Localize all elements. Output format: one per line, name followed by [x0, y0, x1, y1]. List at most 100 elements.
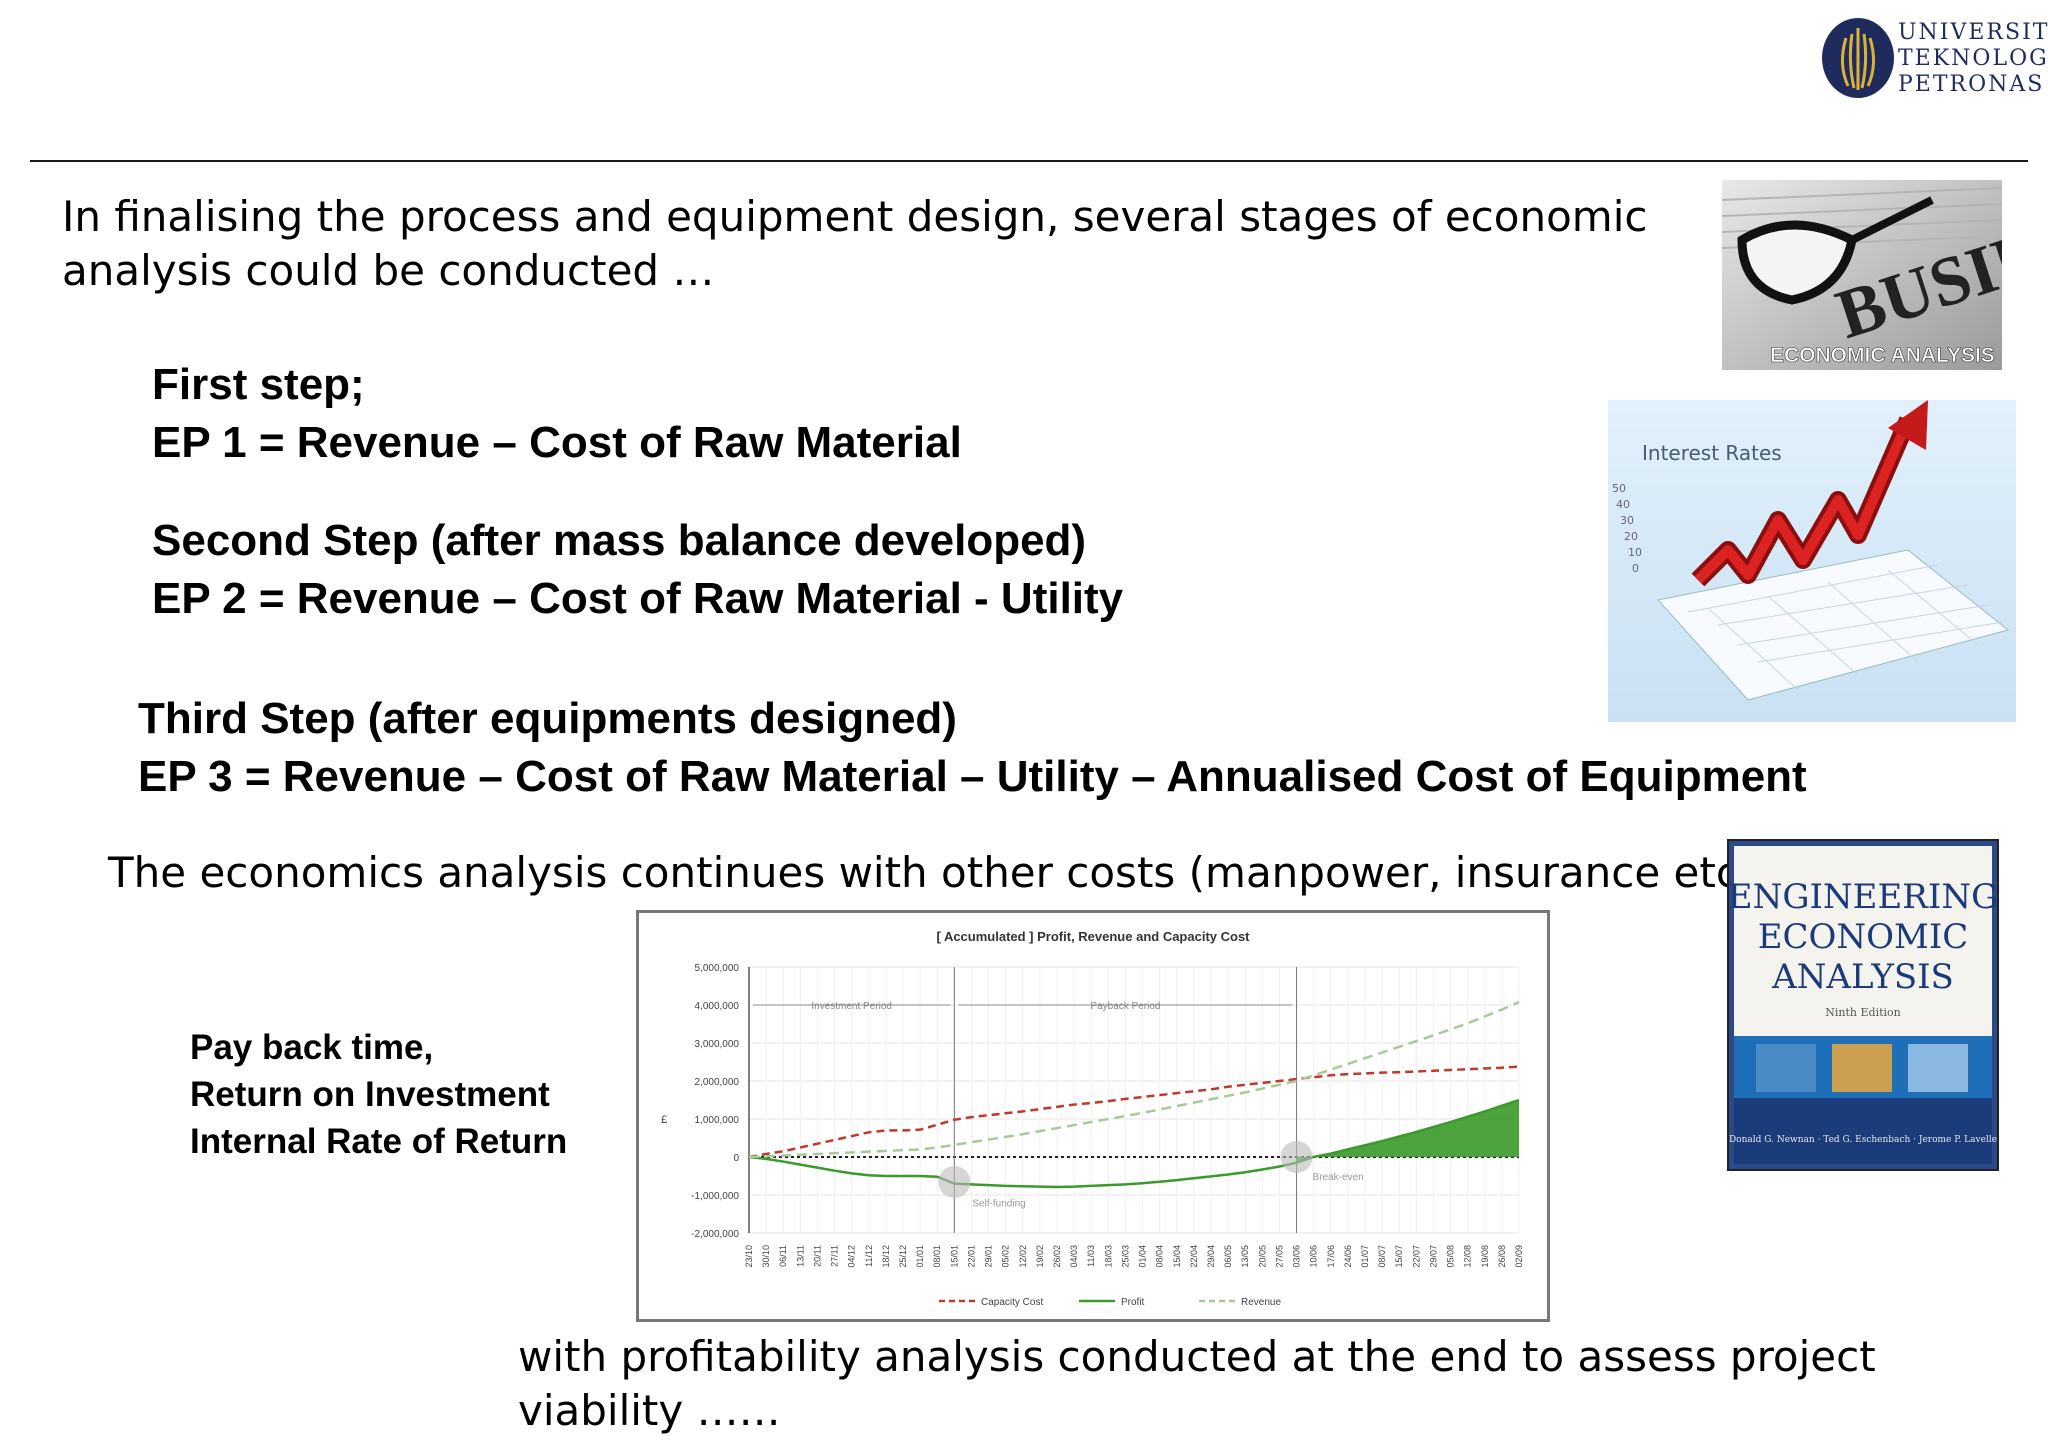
y-tick-label: 2,000,000 [695, 1077, 740, 1088]
y-axis-label: £ [661, 1114, 667, 1126]
tick-label: 0 [1632, 562, 1639, 575]
step-1: First step; EP 1 = Revenue – Cost of Raw… [152, 356, 962, 472]
x-tick-label: 06/11 [778, 1245, 788, 1267]
book-title-line: ENGINEERING [1728, 877, 1999, 917]
step-2: Second Step (after mass balance develope… [152, 512, 1123, 628]
y-tick-label: 0 [733, 1153, 739, 1164]
x-tick-label: 19/08 [1480, 1245, 1490, 1268]
x-tick-label: 26/02 [1052, 1245, 1062, 1268]
x-tick-label: 04/03 [1069, 1245, 1079, 1268]
x-tick-label: 30/10 [761, 1245, 771, 1268]
x-tick-label: 29/04 [1206, 1245, 1216, 1268]
x-tick-label: 03/06 [1292, 1245, 1302, 1268]
x-tick-label: 12/08 [1463, 1245, 1473, 1268]
x-tick-label: 22/01 [966, 1245, 976, 1268]
legend-label: Capacity Cost [981, 1297, 1043, 1308]
x-tick-label: 29/07 [1428, 1245, 1438, 1268]
x-tick-label: 02/09 [1514, 1245, 1524, 1268]
annotation-investment-period: Investment Period [811, 1001, 892, 1012]
book-authors: Donald G. Newnan · Ted G. Eschenbach · J… [1729, 1135, 1997, 1145]
utp-logo-emblem [1822, 18, 1894, 98]
x-tick-label: 05/02 [1001, 1245, 1011, 1268]
x-tick-label: 06/05 [1223, 1245, 1233, 1268]
legend-label: Revenue [1241, 1297, 1281, 1308]
chart-title: [ Accumulated ] Profit, Revenue and Capa… [936, 929, 1250, 944]
x-tick-label: 15/01 [949, 1245, 959, 1268]
tick-label: 10 [1628, 546, 1642, 559]
break-even-marker [1280, 1141, 1313, 1173]
step-heading: Third Step (after equipments designed) [138, 694, 957, 743]
tick-label: 30 [1620, 514, 1634, 527]
x-tick-label: 20/05 [1257, 1245, 1267, 1268]
x-tick-label: 22/07 [1411, 1245, 1421, 1268]
final-text: with profitability analysis conducted at… [518, 1332, 1876, 1435]
y-tick-label: 3,000,000 [695, 1039, 740, 1050]
x-tick-label: 13/11 [795, 1245, 805, 1267]
y-tick-label: -2,000,000 [691, 1229, 739, 1240]
x-tick-label: 22/04 [1189, 1245, 1199, 1268]
x-tick-label: 12/02 [1018, 1245, 1028, 1268]
x-tick-label: 19/02 [1035, 1245, 1045, 1268]
book-edition: Ninth Edition [1825, 1006, 1900, 1019]
step-formula: EP 2 = Revenue – Cost of Raw Material - … [152, 574, 1124, 623]
x-tick-label: 05/08 [1446, 1245, 1456, 1268]
logo-line: PETRONAS [1898, 72, 2045, 97]
annotation-self-funding: Self-funding [972, 1198, 1025, 1209]
interest-rates-title: Interest Rates [1642, 441, 1782, 465]
metric-item: Pay back time, [190, 1028, 434, 1067]
intro-text: In finalising the process and equipment … [62, 192, 1648, 295]
x-tick-label: 27/05 [1274, 1245, 1284, 1268]
tick-label: 20 [1624, 530, 1638, 543]
x-tick-label: 24/06 [1343, 1245, 1353, 1268]
x-tick-label: 08/04 [1155, 1245, 1165, 1268]
y-tick-label: 5,000,000 [695, 963, 740, 974]
book-cover-graphic: ENGINEERING ECONOMIC ANALYSIS Ninth Edit… [1727, 839, 1999, 1171]
engineering-economic-analysis-book: ENGINEERING ECONOMIC ANALYSIS Ninth Edit… [1726, 838, 2000, 1172]
header-divider [30, 160, 2028, 162]
y-tick-label: 4,000,000 [695, 1001, 740, 1012]
self-funding-marker [938, 1166, 971, 1198]
x-tick-label: 25/03 [1120, 1245, 1130, 1268]
profit-positive-area [1296, 1100, 1519, 1163]
y-tick-label: 1,000,000 [695, 1115, 740, 1126]
x-tick-label: 26/08 [1497, 1245, 1507, 1268]
business-newspaper-image: BUSINESS ECONOMIC ANALYSIS [1722, 180, 2002, 370]
x-tick-label: 08/01 [932, 1245, 942, 1268]
x-tick-label: 18/03 [1103, 1245, 1113, 1268]
step-heading: Second Step (after mass balance develope… [152, 516, 1087, 565]
chart-svg: [ Accumulated ] Profit, Revenue and Capa… [661, 929, 1524, 1308]
step-formula: EP 1 = Revenue – Cost of Raw Material [152, 418, 962, 467]
x-tick-label: 01/01 [915, 1245, 925, 1268]
x-tick-label: 08/07 [1377, 1245, 1387, 1268]
university-logo-text: UNIVERSITI TEKNOLOGI PETRONAS [1898, 20, 2048, 98]
x-tick-label: 17/06 [1326, 1245, 1336, 1268]
y-tick-label: -1,000,000 [691, 1191, 739, 1202]
x-tick-label: 11/03 [1086, 1245, 1096, 1267]
step-formula: EP 3 = Revenue – Cost of Raw Material – … [138, 752, 1807, 801]
x-tick-label: 23/10 [744, 1245, 754, 1268]
x-tick-label: 13/05 [1240, 1245, 1250, 1268]
x-tick-label: 15/04 [1172, 1245, 1182, 1268]
x-tick-label: 27/11 [830, 1245, 840, 1267]
profit-revenue-chart: [ Accumulated ] Profit, Revenue and Capa… [636, 910, 1550, 1322]
legend-label: Profit [1121, 1297, 1145, 1308]
book-title-line: ECONOMIC [1758, 917, 1969, 957]
metric-item: Return on Investment [190, 1075, 550, 1114]
annotation-payback-period: Payback Period [1090, 1001, 1160, 1012]
x-tick-label: 10/06 [1309, 1245, 1319, 1268]
x-tick-label: 04/12 [847, 1245, 857, 1268]
series-line-profit [748, 1098, 1520, 1189]
economic-analysis-caption: ECONOMIC ANALYSIS [1770, 344, 1995, 367]
step-3: Third Step (after equipments designed) E… [138, 690, 1807, 806]
x-tick-label: 20/11 [812, 1245, 822, 1267]
annotation-break-even: Break-even [1313, 1172, 1364, 1183]
tick-label: 50 [1612, 482, 1626, 495]
series-line-revenue [748, 1000, 1520, 1159]
interest-rates-image: Interest Rates 50 40 30 20 10 0 [1608, 400, 2016, 722]
logo-line: UNIVERSITI [1898, 20, 2048, 45]
tick-label: 40 [1616, 498, 1630, 511]
series-line-capacity-cost [748, 1065, 1520, 1159]
x-tick-label: 25/12 [898, 1245, 908, 1268]
continuation-text: The economics analysis continues with ot… [108, 848, 1824, 897]
x-tick-label: 18/12 [881, 1245, 891, 1268]
